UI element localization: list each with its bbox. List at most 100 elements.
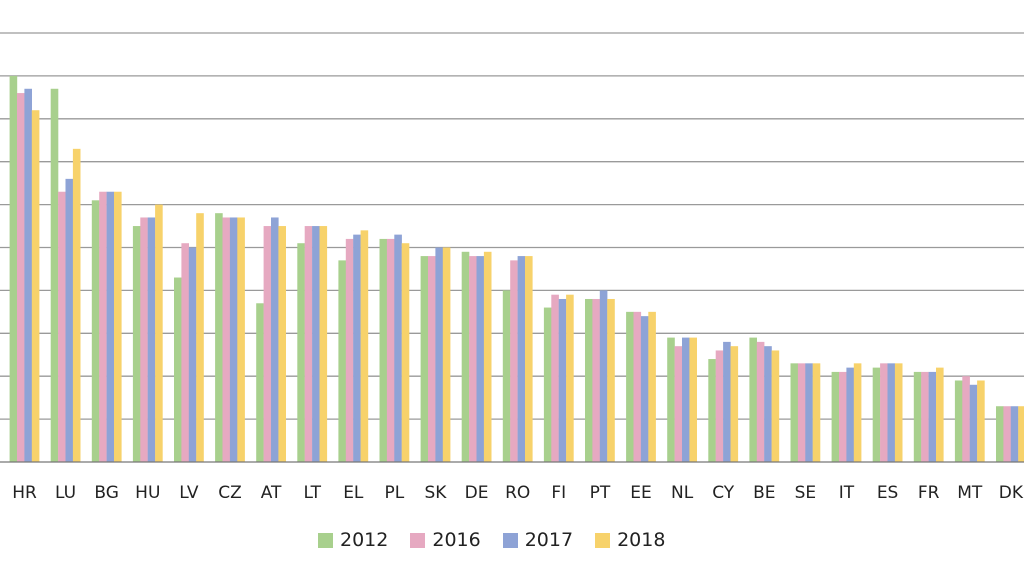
bar-EL-2012 — [338, 260, 346, 462]
bar-SE-2017 — [805, 363, 813, 462]
bar-EL-2018 — [360, 230, 369, 462]
bar-BE-2016 — [756, 341, 765, 462]
bar-HU-2018 — [155, 204, 163, 462]
bar-FI-2017 — [558, 298, 567, 462]
bar-IT-2018 — [853, 363, 862, 462]
bar-EL-2016 — [345, 238, 354, 462]
bar-LU-2017 — [65, 178, 74, 463]
x-tick-label: HU — [135, 483, 160, 503]
bar-FI-2012 — [543, 307, 552, 462]
bar-PL-2012 — [379, 238, 388, 462]
legend-label: 2016 — [432, 529, 481, 551]
bar-EE-2016 — [633, 311, 642, 462]
bar-ES-2017 — [887, 363, 896, 462]
bar-IT-2016 — [839, 371, 847, 462]
x-tick-label: FR — [918, 483, 940, 503]
x-tick-label: IT — [839, 483, 855, 503]
bar-CZ-2017 — [229, 217, 238, 462]
legend-swatch — [502, 532, 518, 548]
legend-item: 2016 — [410, 529, 481, 551]
bar-LT-2012 — [297, 243, 305, 462]
bar-HU-2016 — [140, 217, 148, 462]
bar-SE-2012 — [790, 363, 799, 462]
bar-EE-2017 — [640, 316, 649, 462]
x-tick-label: HR — [12, 483, 37, 503]
bar-HR-2017 — [24, 88, 32, 463]
x-tick-labels: HR LU BG HU LV CZ AT LT EL PL SK DE RO FI PT EE NL CY BE SE… — [12, 483, 1024, 503]
legend-item: 2012 — [318, 529, 388, 551]
x-tick-label: NL — [671, 483, 694, 503]
bar-FR-2012 — [913, 371, 922, 462]
bar-BE-2017 — [764, 346, 772, 462]
x-tick-label: MT — [957, 483, 983, 503]
bar-PL-2018 — [401, 243, 410, 462]
bar-SE-2018 — [812, 363, 821, 462]
bar-CY-2012 — [708, 359, 716, 462]
bar-FI-2018 — [566, 294, 574, 462]
bar-NL-2016 — [674, 346, 683, 462]
bar-LT-2018 — [319, 226, 328, 462]
bar-RO-2016 — [510, 260, 518, 462]
legend-item: 2018 — [595, 529, 665, 551]
legend-swatch — [318, 532, 333, 548]
bar-DK-2016 — [1003, 406, 1011, 462]
bar-FR-2018 — [936, 367, 944, 462]
x-tick-label: FI — [551, 483, 566, 503]
bar-CY-2017 — [723, 341, 731, 462]
bar-AT-2016 — [263, 226, 272, 462]
bar-MT-2017 — [969, 384, 978, 462]
legend-label: 2018 — [617, 529, 666, 551]
bar-LV-2017 — [188, 247, 197, 462]
bar-HU-2012 — [132, 226, 141, 462]
bar-EE-2018 — [648, 311, 656, 462]
x-tick-label: EE — [630, 483, 651, 503]
bar-MT-2012 — [954, 380, 963, 462]
legend-label: 2017 — [524, 529, 574, 551]
bar-NL-2018 — [689, 337, 697, 462]
x-tick-label: EL — [343, 483, 364, 503]
bars — [9, 75, 1024, 463]
bar-MT-2018 — [977, 380, 985, 462]
bar-DK-2018 — [1018, 406, 1024, 462]
bar-PT-2012 — [585, 298, 593, 462]
x-tick-label: LU — [55, 483, 76, 503]
x-tick-label: CY — [712, 483, 735, 503]
bar-DE-2012 — [461, 251, 470, 462]
x-tick-label: CZ — [218, 483, 242, 503]
bar-NL-2017 — [682, 337, 690, 462]
bar-IT-2017 — [846, 367, 854, 462]
legend-swatch — [595, 532, 611, 548]
bar-PL-2016 — [386, 238, 395, 462]
bar-LU-2016 — [58, 191, 66, 463]
bar-AT-2018 — [278, 226, 286, 462]
bar-SK-2017 — [435, 247, 443, 462]
bar-PT-2018 — [607, 298, 615, 462]
bar-LV-2016 — [181, 243, 189, 462]
x-tick-label: LV — [179, 483, 199, 503]
bar-HR-2012 — [9, 75, 18, 463]
bar-HR-2018 — [31, 110, 40, 462]
x-tick-label: BE — [753, 483, 775, 503]
bar-LT-2017 — [312, 226, 320, 462]
bar-ES-2018 — [894, 363, 903, 462]
bar-RO-2017 — [517, 256, 526, 462]
x-tick-label: DE — [465, 483, 489, 503]
bar-EE-2012 — [626, 311, 634, 462]
bar-HU-2017 — [147, 217, 156, 462]
x-tick-label: BG — [94, 483, 119, 503]
bar-AT-2012 — [256, 303, 264, 462]
bar-DE-2017 — [476, 256, 485, 462]
x-tick-label: PL — [385, 483, 405, 503]
bar-DK-2012 — [996, 406, 1004, 462]
bar-CY-2016 — [715, 350, 724, 462]
bar-SK-2016 — [428, 256, 436, 462]
bar-BE-2012 — [749, 337, 757, 462]
bar-LU-2012 — [50, 88, 59, 463]
bar-CY-2018 — [730, 346, 739, 462]
bar-SE-2016 — [797, 363, 806, 462]
bar-HR-2016 — [17, 93, 25, 462]
gridlines — [0, 32, 1024, 420]
bar-PL-2017 — [394, 234, 402, 462]
bar-MT-2016 — [962, 376, 970, 462]
bar-DE-2016 — [469, 256, 477, 462]
